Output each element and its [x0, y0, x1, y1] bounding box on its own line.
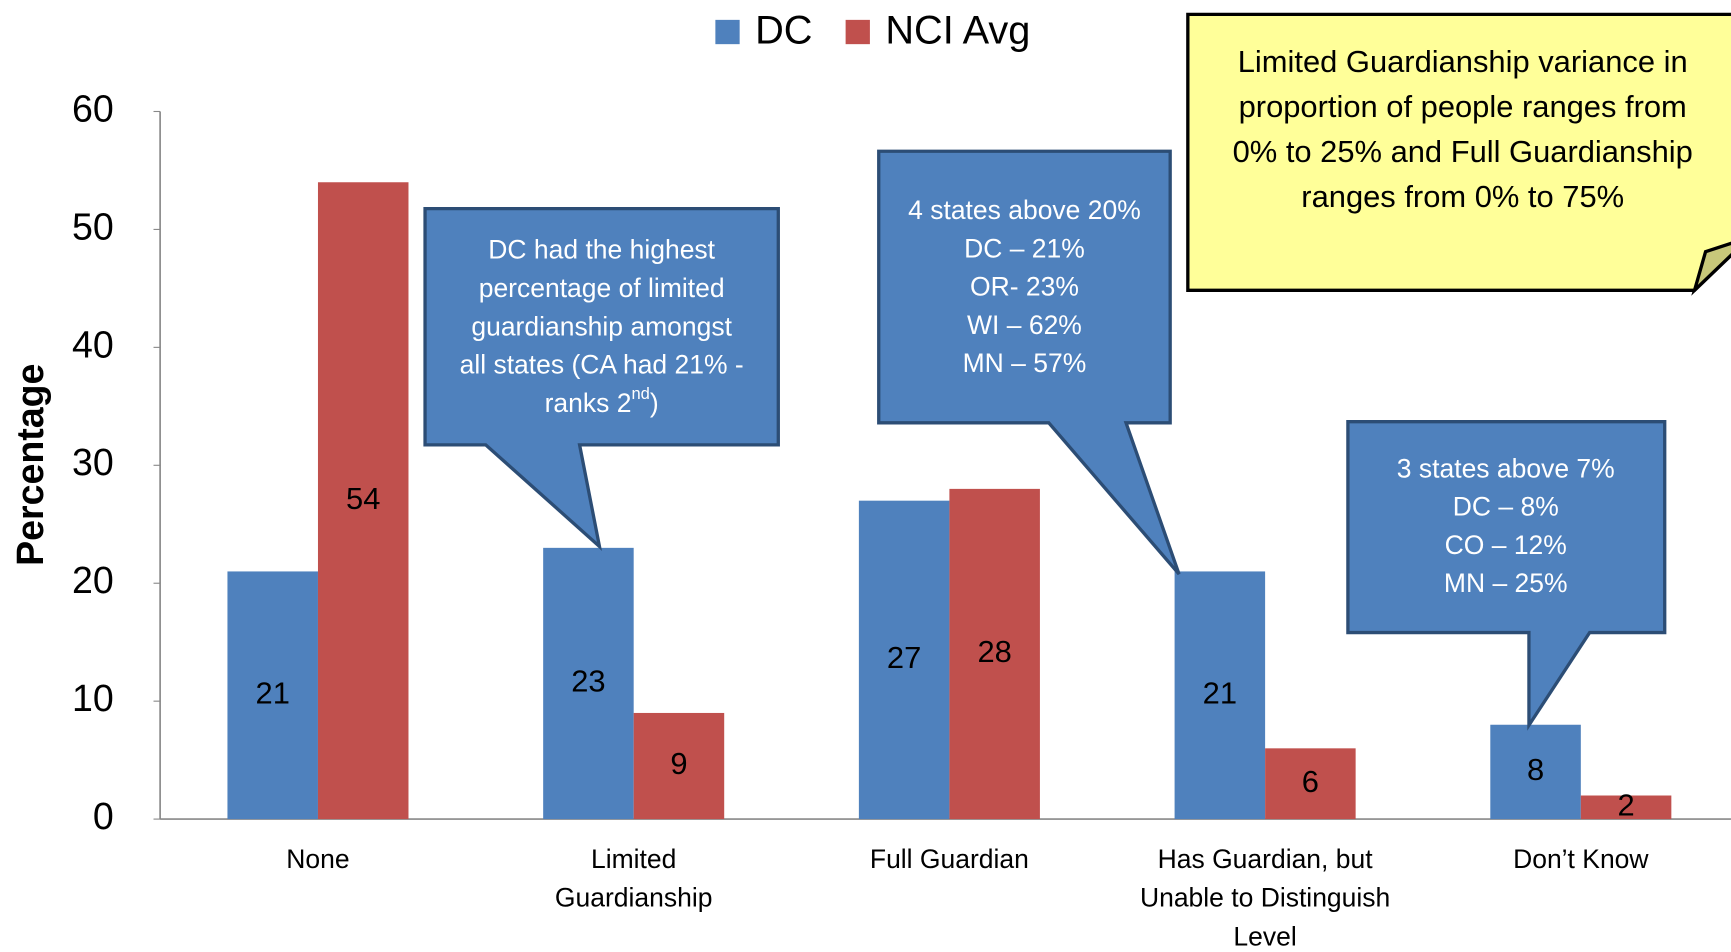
data-label: 28: [977, 634, 1011, 669]
y-tick-label: 10: [72, 677, 114, 719]
y-tick-label: 20: [72, 559, 114, 601]
callout-text-part: ranks 2: [545, 388, 632, 418]
data-label: 54: [346, 481, 380, 516]
bar: [1490, 724, 1581, 820]
callout-text-part: ): [650, 388, 659, 418]
callout-text: DC – 21%: [964, 233, 1085, 263]
callout-text: ranks 2nd): [545, 384, 659, 418]
data-label: 27: [887, 640, 921, 675]
callout-text: DC – 8%: [1453, 492, 1559, 522]
x-tick-label: None: [286, 844, 349, 874]
x-tick-label: Full Guardian: [870, 844, 1029, 874]
callout-text: CO – 12%: [1445, 530, 1567, 560]
bar: [949, 488, 1040, 820]
callout-text: OR- 23%: [970, 272, 1079, 302]
y-tick-label: 30: [72, 441, 114, 483]
callout-text: guardianship amongst: [471, 311, 732, 341]
callout-text-part: nd: [631, 384, 649, 403]
x-tick-label: Has Guardian, but Unable to Distinguish Le…: [1140, 844, 1390, 951]
y-tick-label: 0: [93, 795, 114, 837]
callout-text: all states (CA had 21% -: [460, 350, 744, 380]
y-axis-label: Percentage: [9, 364, 51, 566]
legend-label: NCI Avg: [885, 9, 1030, 53]
legend-swatch: [845, 19, 870, 45]
bar: [1174, 571, 1266, 820]
data-label: 23: [571, 664, 605, 699]
bar: [317, 182, 409, 820]
note-text: 0% to 25% and Full Guardianship: [1233, 134, 1693, 169]
data-label: 8: [1527, 752, 1544, 787]
data-label: 2: [1617, 787, 1634, 822]
callout-box: [877, 149, 1181, 576]
bar: [227, 571, 318, 820]
legend-label: DC: [755, 9, 812, 53]
data-label: 21: [1203, 675, 1237, 710]
callout-text: WI – 62%: [967, 310, 1082, 340]
callout-text: MN – 57%: [963, 348, 1087, 378]
y-tick-label: 50: [72, 205, 114, 247]
bar: [633, 712, 725, 820]
callout-text: 3 states above 7%: [1397, 453, 1615, 483]
y-tick-label: 60: [72, 87, 114, 129]
bar: [1265, 748, 1356, 820]
data-label: 6: [1302, 764, 1319, 799]
callout-box: [423, 206, 780, 551]
y-tick-label: 40: [72, 323, 114, 365]
callout-text: percentage of limited: [479, 273, 725, 303]
legend-swatch: [715, 19, 740, 45]
x-tick-label: Limited Guardianship: [555, 844, 713, 913]
bar: [858, 500, 950, 820]
x-tick-label: Don’t Know: [1513, 844, 1649, 874]
note-fold: [1691, 241, 1731, 296]
data-label: 21: [256, 675, 290, 710]
callout-box: [1346, 420, 1667, 731]
callout-text: 4 states above 20%: [908, 195, 1141, 225]
callout-text: DC had the highest: [488, 235, 715, 265]
data-label: 9: [670, 746, 687, 781]
bar: [543, 547, 634, 820]
note-text: Limited Guardianship variance in: [1238, 44, 1688, 79]
note-text: proportion of people ranges from: [1239, 89, 1687, 124]
note-text: ranges from 0% to 75%: [1301, 179, 1624, 214]
bar: [1580, 795, 1672, 820]
callout-text: MN – 25%: [1444, 568, 1568, 598]
